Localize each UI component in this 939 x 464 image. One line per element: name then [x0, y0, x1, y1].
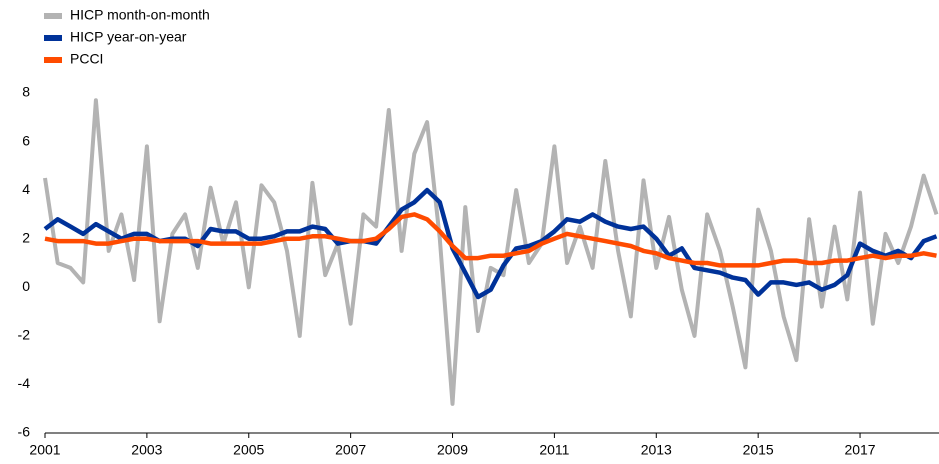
x-tick-label: 2013	[641, 442, 672, 458]
legend-swatch	[44, 35, 62, 41]
x-tick-label: 2009	[437, 442, 468, 458]
x-tick-label: 2001	[29, 442, 60, 458]
series-line	[44, 212, 937, 268]
x-tick-label: 2007	[335, 442, 366, 458]
y-tick-label: 6	[22, 132, 30, 148]
y-tick-label: 4	[22, 181, 30, 197]
legend-label: PCCI	[70, 51, 103, 67]
x-tick-label: 2011	[539, 442, 569, 458]
legend-swatch	[44, 13, 62, 19]
series-line	[43, 187, 938, 300]
y-tick-label: 8	[22, 84, 30, 100]
legend-label: HICP year-on-year	[70, 29, 187, 45]
y-tick-label: -6	[18, 424, 31, 440]
x-tick-label: 2015	[743, 442, 774, 458]
y-tick-label: -2	[18, 327, 31, 343]
y-tick-label: -4	[18, 375, 31, 391]
y-tick-label: 2	[22, 229, 30, 245]
x-tick-label: 2005	[233, 442, 264, 458]
series-line	[43, 98, 939, 406]
legend-label: HICP month-on-month	[70, 7, 210, 23]
y-tick-label: 0	[22, 278, 30, 294]
legend-swatch	[44, 57, 62, 63]
x-tick-label: 2003	[131, 442, 162, 458]
x-tick-label: 2017	[844, 442, 875, 458]
